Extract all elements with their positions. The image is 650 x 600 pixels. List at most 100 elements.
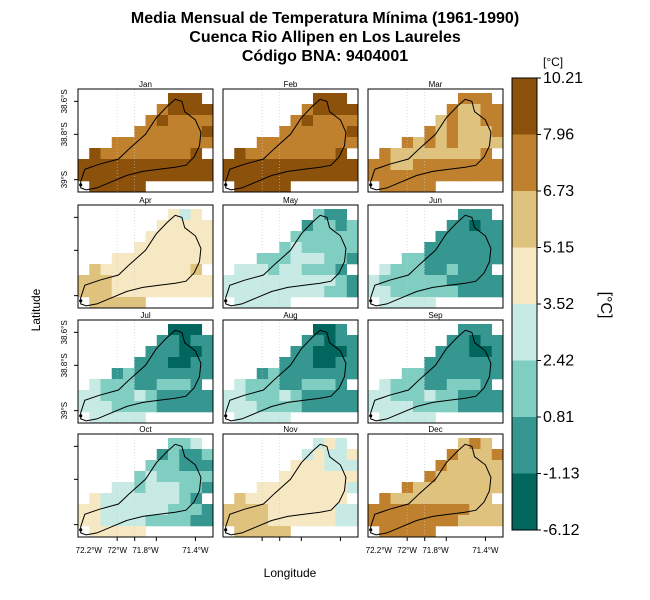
grid-cell — [458, 286, 470, 298]
grid-cell — [324, 137, 336, 149]
grid-cell — [335, 242, 348, 254]
grid-cell — [390, 526, 403, 538]
grid-cell — [446, 390, 459, 402]
grid-cell — [268, 159, 280, 171]
grid-cell — [401, 148, 414, 160]
grid-cell — [390, 286, 403, 298]
grid-cell — [424, 357, 436, 369]
grid-cell — [290, 275, 303, 287]
panel-aug: Aug — [222, 311, 359, 424]
grid-cell — [234, 412, 246, 424]
grid-cell — [134, 357, 146, 369]
grid-cell — [134, 286, 146, 298]
panel-dec: Dec — [367, 425, 504, 538]
grid-cell — [201, 335, 214, 347]
panel-feb: Feb — [222, 80, 359, 193]
grid-cell — [78, 504, 90, 516]
grid-cell — [424, 297, 436, 309]
grid-cell — [446, 460, 459, 472]
grid-cell — [89, 297, 101, 309]
grid-cell — [346, 449, 359, 461]
grid-cell — [424, 159, 436, 171]
grid-cell — [190, 275, 203, 287]
grid-cell — [279, 526, 291, 538]
grid-cell — [290, 242, 303, 254]
grid-cell — [469, 148, 481, 160]
grid-cell — [480, 253, 493, 265]
grid-cell — [89, 526, 101, 538]
grid-cell — [324, 104, 336, 116]
grid-cell — [446, 471, 459, 483]
grid-cell — [245, 148, 258, 160]
grid-cell — [335, 253, 348, 265]
grid-cell — [89, 493, 101, 505]
panel-title: Jan — [139, 80, 152, 89]
grid-cell — [290, 471, 303, 483]
grid-cell — [100, 286, 113, 298]
grid-cell — [390, 159, 403, 171]
grid-cell — [223, 286, 235, 298]
grid-cell — [190, 482, 203, 494]
grid-cell — [268, 181, 280, 193]
grid-cell — [313, 148, 325, 160]
grid-cell — [401, 275, 414, 287]
grid-cell — [100, 412, 113, 424]
basin-outline — [80, 329, 202, 422]
grid-cell — [234, 264, 246, 276]
grid-cell — [469, 438, 481, 450]
grid-cell — [234, 148, 246, 160]
grid-cell — [256, 148, 269, 160]
grid-cell — [413, 401, 425, 413]
x-tick-label: 72°W — [397, 546, 417, 555]
grid-cell — [268, 275, 280, 287]
grid-cell — [458, 482, 470, 494]
grid-cell — [335, 159, 348, 171]
grid-cell — [111, 493, 124, 505]
y-tick-label: 38.6°S — [60, 320, 69, 344]
grid-cell — [245, 390, 258, 402]
grid-cell — [469, 368, 481, 380]
grid-cell — [491, 515, 504, 527]
grid-cell — [401, 253, 414, 265]
colorbar-swatch — [512, 304, 537, 361]
grid-cell — [346, 471, 359, 483]
grid-cell — [256, 412, 269, 424]
grid-cell — [256, 170, 269, 182]
grid-cell — [379, 148, 391, 160]
grid-cell — [179, 220, 191, 232]
grid-cell — [123, 170, 135, 182]
grid-cell — [346, 357, 359, 369]
grid-cell — [480, 368, 493, 380]
grid-cell — [123, 412, 135, 424]
grid-cell — [168, 401, 180, 413]
grid-cell — [301, 286, 314, 298]
grid-cell — [346, 115, 359, 127]
grid-cell — [279, 181, 291, 193]
grid-cell — [446, 242, 459, 254]
grid-cell — [435, 286, 448, 298]
grid-cell — [111, 526, 124, 538]
grid-cell — [156, 220, 169, 232]
grid-cell — [491, 220, 504, 232]
grid-cell — [190, 253, 203, 265]
grid-cell — [279, 264, 291, 276]
grid-cell — [145, 401, 158, 413]
grid-cell — [268, 515, 280, 527]
grid-cell — [190, 286, 203, 298]
grid-cell — [279, 390, 291, 402]
colorbar-tick-label: 5.15 — [543, 240, 574, 257]
grid-cell — [168, 515, 180, 527]
grid-cell — [446, 504, 459, 516]
grid-cell — [256, 526, 269, 538]
grid-cell — [290, 515, 303, 527]
grid-cell — [313, 159, 325, 171]
grid-cell — [145, 231, 158, 243]
grid-cell — [324, 148, 336, 160]
panel-may: May — [222, 196, 359, 309]
grid-cell — [111, 482, 124, 494]
grid-cell — [301, 471, 314, 483]
grid-cell — [346, 126, 359, 138]
grid-cell — [435, 504, 448, 516]
grid-cell — [290, 357, 303, 369]
grid-cell — [201, 357, 214, 369]
